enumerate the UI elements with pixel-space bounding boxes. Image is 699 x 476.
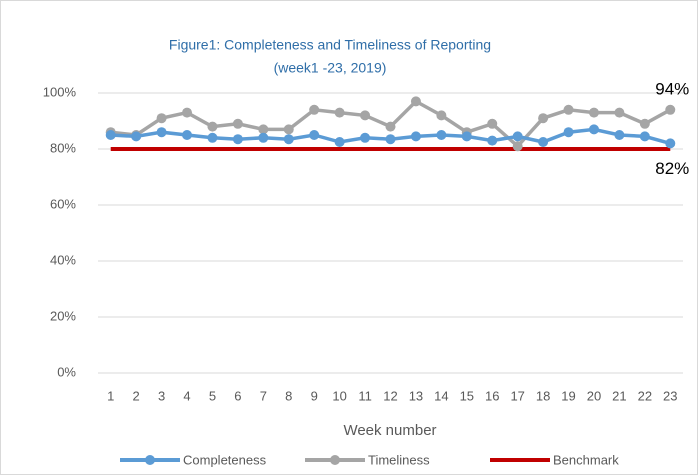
point — [588, 107, 599, 118]
point — [360, 132, 371, 143]
point — [385, 134, 396, 145]
legend-label: Benchmark — [553, 452, 619, 467]
data-label: 82% — [655, 159, 689, 178]
x-tick-label: 21 — [612, 388, 626, 403]
y-tick-label: 100% — [43, 84, 77, 99]
point — [410, 96, 421, 107]
y-tick-label: 80% — [50, 140, 76, 155]
point — [385, 121, 396, 132]
point — [105, 130, 116, 140]
x-axis-label: Week number — [343, 422, 436, 439]
x-tick-label: 16 — [485, 388, 499, 403]
point — [639, 131, 650, 142]
point — [588, 124, 599, 135]
point — [614, 130, 625, 140]
x-tick-label: 9 — [311, 388, 318, 403]
point — [639, 118, 650, 129]
x-tick-label: 8 — [285, 388, 292, 403]
point — [131, 131, 142, 142]
point — [487, 135, 498, 146]
point — [512, 141, 523, 152]
point — [538, 113, 549, 124]
x-tick-label: 22 — [638, 388, 652, 403]
x-tick-label: 4 — [183, 388, 190, 403]
x-tick-label: 2 — [133, 388, 140, 403]
point — [665, 138, 676, 149]
point — [309, 130, 320, 140]
legend-marker — [145, 455, 155, 465]
x-tick-label: 14 — [434, 388, 448, 403]
x-tick-label: 3 — [158, 388, 165, 403]
x-tick-label: 18 — [536, 388, 550, 403]
x-tick-label: 17 — [510, 388, 524, 403]
point — [563, 127, 574, 138]
point — [258, 132, 269, 143]
x-tick-label: 12 — [383, 388, 397, 403]
legend-label: Completeness — [183, 452, 267, 467]
point — [436, 110, 447, 121]
point — [309, 104, 320, 115]
x-tick-label: 11 — [358, 388, 372, 403]
y-tick-label: 0% — [57, 364, 76, 379]
x-tick-label: 20 — [587, 388, 601, 403]
x-tick-label: 5 — [209, 388, 216, 403]
x-tick-label: 15 — [460, 388, 474, 403]
point — [436, 130, 447, 140]
point — [258, 124, 269, 135]
data-label: 94% — [655, 79, 689, 98]
chart-subtitle: (week1 -23, 2019) — [274, 60, 387, 76]
point — [563, 104, 574, 115]
x-tick-label: 23 — [663, 388, 677, 403]
point — [360, 110, 371, 121]
point — [207, 132, 218, 143]
point — [156, 113, 167, 124]
point — [461, 131, 472, 142]
point — [538, 137, 549, 147]
legend-label: Timeliness — [368, 452, 430, 467]
x-tick-label: 19 — [561, 388, 575, 403]
point — [334, 137, 345, 147]
point — [207, 121, 218, 132]
point — [410, 131, 421, 142]
point — [512, 131, 523, 142]
point — [283, 124, 294, 135]
x-tick-label: 10 — [332, 388, 346, 403]
x-tick-label: 13 — [409, 388, 423, 403]
point — [487, 118, 498, 129]
point — [283, 134, 294, 145]
chart-title: Figure1: Completeness and Timeliness of … — [169, 37, 491, 53]
x-tick-label: 7 — [260, 388, 267, 403]
x-tick-label: 1 — [107, 388, 114, 403]
point — [665, 104, 676, 115]
point — [232, 134, 243, 145]
y-tick-label: 60% — [50, 196, 76, 211]
point — [614, 107, 625, 118]
point — [232, 118, 243, 129]
y-tick-label: 40% — [50, 252, 76, 267]
point — [182, 130, 193, 140]
legend-marker — [330, 455, 340, 465]
y-tick-label: 20% — [50, 308, 76, 323]
point — [334, 107, 345, 118]
point — [156, 127, 167, 138]
x-tick-label: 6 — [234, 388, 241, 403]
point — [182, 107, 193, 118]
